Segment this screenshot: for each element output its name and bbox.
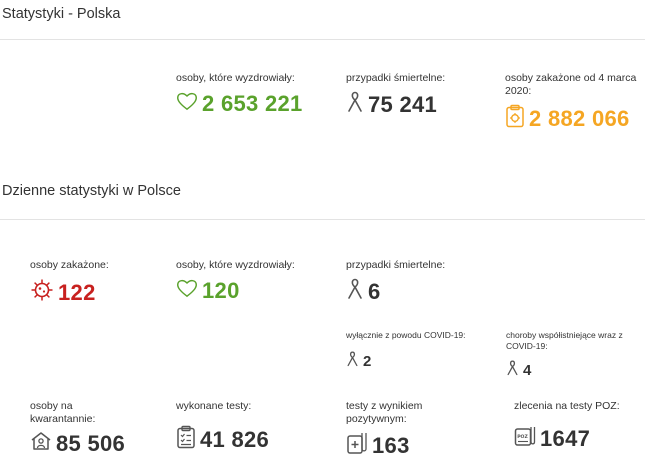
daily-deaths-covid-only-stat: wyłącznie z powodu COVID-19: 2 [346, 330, 486, 372]
poz-order-icon: POZ [514, 425, 536, 452]
total-infected-stat: osoby zakażone od 4 marca 2020: 2 882 06… [505, 72, 645, 133]
daily-deaths-label: przypadki śmiertelne: [346, 259, 446, 271]
total-recovered-stat: osoby, które wyzdrowiały: 2 653 221 [176, 72, 326, 116]
tests-label: wykonane testy: [176, 400, 252, 412]
section-title-daily: Dzienne statystyki w Polsce [2, 183, 181, 199]
positive-tests-value: 163 [372, 432, 410, 458]
daily-deaths-stat: przypadki śmiertelne: 6 [346, 259, 486, 305]
deaths-covid-only-label: wyłącznie z powodu COVID-19: [346, 330, 466, 340]
daily-deaths-value: 6 [368, 278, 381, 304]
total-recovered-value: 2 653 221 [202, 90, 303, 116]
poz-orders-label: zlecenia na testy POZ: [514, 400, 620, 412]
divider [0, 39, 645, 40]
tests-value: 41 826 [200, 426, 270, 452]
ribbon-icon [506, 360, 519, 381]
positive-tests-label: testy z wynikiem pozytywnym: [346, 400, 423, 425]
test-list-icon [176, 425, 196, 454]
heart-icon [176, 278, 198, 303]
svg-text:POZ: POZ [517, 434, 528, 440]
ribbon-icon [346, 278, 364, 305]
heart-icon [176, 91, 198, 116]
ribbon-icon [346, 351, 359, 372]
total-deaths-stat: przypadki śmiertelne: 75 241 [346, 72, 486, 118]
daily-recovered-stat: osoby, które wyzdrowiały: 120 [176, 259, 326, 303]
positive-test-icon [346, 431, 368, 460]
deaths-comorbid-value: 4 [523, 362, 532, 379]
deaths-covid-only-value: 2 [363, 353, 372, 370]
quarantine-label: osoby na kwarantannie: [30, 400, 96, 425]
deaths-comorbid-label: choroby współistniejące wraz z COVID-19: [506, 330, 623, 351]
total-infected-value: 2 882 066 [529, 105, 630, 131]
section-title-total: Statystyki - Polska [2, 6, 121, 22]
daily-infected-stat: osoby zakażone: 122 [30, 259, 160, 307]
daily-recovered-label: osoby, które wyzdrowiały: [176, 259, 295, 271]
poz-orders-value: 1647 [540, 425, 591, 451]
ribbon-icon [346, 91, 364, 118]
daily-deaths-comorbid-stat: choroby współistniejące wraz z COVID-19:… [506, 330, 644, 381]
daily-infected-value: 122 [58, 279, 96, 305]
virus-icon [30, 278, 54, 307]
daily-quarantine-stat: osoby na kwarantannie: 85 506 [30, 400, 125, 456]
divider [0, 219, 645, 220]
total-deaths-label: przypadki śmiertelne: [346, 72, 446, 84]
clipboard-virus-icon [505, 104, 525, 133]
total-deaths-value: 75 241 [368, 91, 438, 117]
daily-positive-tests-stat: testy z wynikiem pozytywnym: 163 [346, 400, 466, 460]
quarantine-value: 85 506 [56, 430, 126, 456]
total-infected-label: osoby zakażone od 4 marca 2020: [505, 72, 637, 97]
daily-recovered-value: 120 [202, 277, 240, 303]
daily-tests-stat: wykonane testy: 41 826 [176, 400, 326, 454]
total-recovered-label: osoby, które wyzdrowiały: [176, 72, 295, 84]
house-person-icon [30, 431, 52, 456]
daily-poz-orders-stat: zlecenia na testy POZ: POZ 1647 [514, 400, 644, 452]
daily-infected-label: osoby zakażone: [30, 259, 109, 271]
